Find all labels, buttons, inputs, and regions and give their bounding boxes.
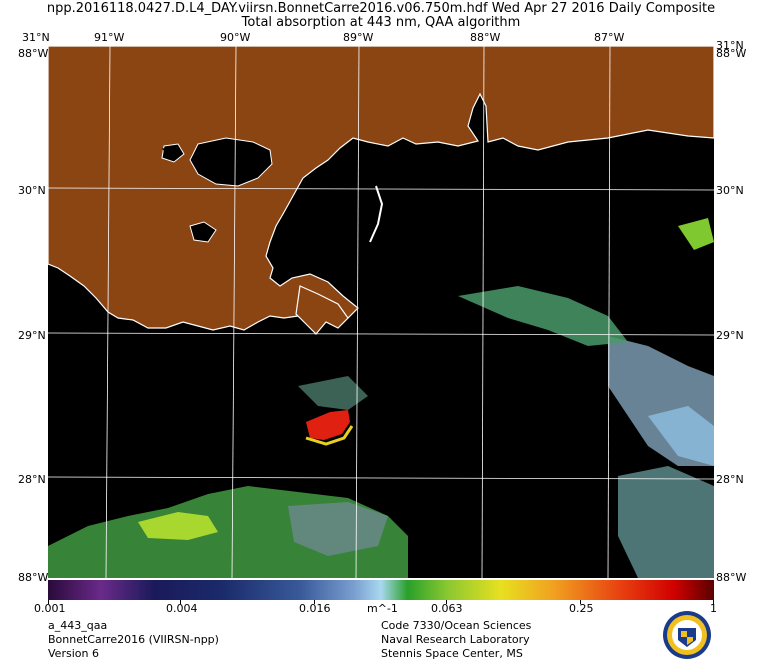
corner-lat-label: 31°N bbox=[22, 31, 50, 44]
colorbar-tick bbox=[446, 600, 447, 604]
colorbar bbox=[48, 580, 714, 600]
nrl-seal-icon bbox=[663, 611, 711, 659]
corner-lon-label-right: 88°W bbox=[716, 47, 747, 60]
mississippi-delta bbox=[295, 285, 349, 335]
colorbar-label: 0.016 bbox=[299, 602, 331, 615]
colorbar-label-min: 0.001 bbox=[34, 602, 66, 615]
map-title: npp.2016118.0427.D.L4_DAY.viirsn.BonnetC… bbox=[46, 1, 716, 16]
lon-label-91: 91°W bbox=[94, 31, 125, 44]
lat-label-30-right: 30°N bbox=[716, 184, 744, 197]
lat-label-29-left: 29°N bbox=[18, 329, 46, 342]
plume-patch-yellow-green bbox=[678, 218, 714, 250]
corner-lon-label-bottom-left: 88°W bbox=[18, 571, 49, 584]
colorbar-label: 0.004 bbox=[166, 602, 198, 615]
version-label: Version 6 bbox=[48, 647, 99, 660]
lat-label-30-left: 30°N bbox=[18, 184, 46, 197]
graticule bbox=[48, 46, 714, 578]
corner-lon-label-left: 88°W bbox=[18, 47, 49, 60]
lat-label-29-right: 29°N bbox=[716, 329, 744, 342]
lon-label-88: 88°W bbox=[470, 31, 501, 44]
colorbar-label-max: 1 bbox=[710, 602, 717, 615]
colorbar-tick bbox=[713, 600, 714, 604]
colorbar-tick bbox=[180, 600, 181, 604]
chandeleur-islands bbox=[369, 185, 384, 243]
colorbar-units: m^-1 bbox=[367, 602, 398, 615]
plume-patch-northeast bbox=[458, 286, 628, 346]
corner-lat-label-right: 31°N bbox=[716, 39, 744, 52]
chlorophyll-patch-gray bbox=[288, 502, 388, 556]
lon-label-87: 87°W bbox=[594, 31, 625, 44]
plume-patch-southeast bbox=[618, 466, 714, 578]
chlorophyll-patch-yellowgreen bbox=[138, 512, 218, 540]
colorbar-tick bbox=[580, 600, 581, 604]
lake-maurepas bbox=[161, 143, 185, 163]
lon-label-89: 89°W bbox=[343, 31, 374, 44]
colorbar-tick bbox=[48, 600, 49, 604]
patch-south-of-delta bbox=[298, 376, 368, 410]
dataset-name: BonnetCarre2016 (VIIRSN-npp) bbox=[48, 633, 219, 646]
lat-label-28-left: 28°N bbox=[18, 473, 46, 486]
lake-small bbox=[162, 148, 172, 158]
colorbar-tick bbox=[314, 600, 315, 604]
high-absorption-hotspot bbox=[306, 410, 350, 440]
product-name: a_443_qaa bbox=[48, 619, 108, 632]
lon-label-90: 90°W bbox=[220, 31, 251, 44]
louisiana-mississippi-land bbox=[48, 46, 714, 331]
colorbar-label: 0.063 bbox=[431, 602, 463, 615]
org-name: Naval Research Laboratory bbox=[381, 633, 530, 646]
org-code: Code 7330/Ocean Sciences bbox=[381, 619, 532, 632]
lat-label-28-right: 28°N bbox=[716, 473, 744, 486]
map-canvas bbox=[48, 46, 714, 578]
corner-lon-label-bottom-right: 88°W bbox=[716, 571, 747, 584]
satellite-map bbox=[48, 46, 714, 578]
plume-patch-lightblue bbox=[648, 406, 714, 466]
org-location: Stennis Space Center, MS bbox=[381, 647, 523, 660]
map-subtitle: Total absorption at 443 nm, QAA algorith… bbox=[241, 15, 521, 30]
lake-pontchartrain bbox=[189, 137, 273, 187]
hotspot-orange-edge bbox=[305, 425, 354, 446]
lake-west bbox=[189, 221, 217, 243]
colorbar-label: 0.25 bbox=[569, 602, 594, 615]
